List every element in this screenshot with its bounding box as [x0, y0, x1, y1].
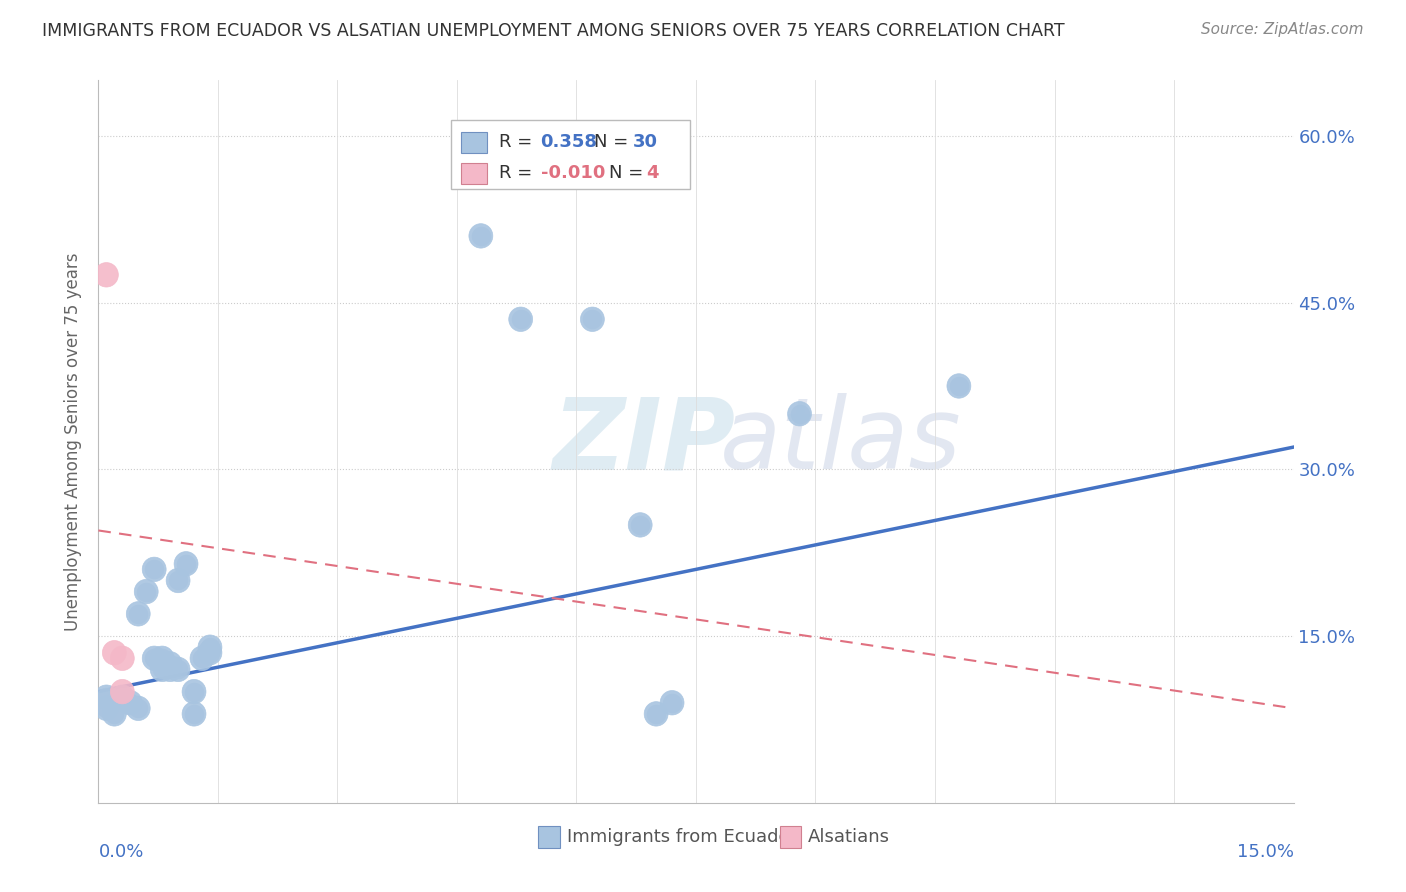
Ellipse shape	[166, 568, 190, 592]
FancyBboxPatch shape	[779, 826, 801, 847]
Ellipse shape	[509, 307, 533, 332]
Text: 15.0%: 15.0%	[1236, 843, 1294, 861]
Point	[120, 696, 142, 710]
Ellipse shape	[103, 640, 127, 665]
Text: 0.358: 0.358	[541, 133, 598, 151]
Point	[509, 312, 531, 326]
Ellipse shape	[166, 657, 190, 681]
Ellipse shape	[581, 307, 605, 332]
Ellipse shape	[174, 551, 198, 576]
Ellipse shape	[628, 513, 652, 537]
FancyBboxPatch shape	[538, 826, 560, 847]
Point	[948, 379, 970, 393]
Point	[167, 662, 190, 676]
Ellipse shape	[127, 696, 150, 721]
Ellipse shape	[142, 646, 166, 671]
FancyBboxPatch shape	[461, 132, 486, 153]
Point	[96, 701, 118, 715]
Ellipse shape	[198, 640, 222, 665]
Ellipse shape	[159, 657, 183, 681]
Ellipse shape	[159, 652, 183, 676]
Ellipse shape	[661, 690, 685, 715]
Point	[127, 607, 149, 621]
Point	[135, 584, 157, 599]
Ellipse shape	[644, 702, 668, 726]
Ellipse shape	[111, 680, 135, 704]
Ellipse shape	[127, 601, 150, 626]
Ellipse shape	[183, 702, 207, 726]
Point	[150, 662, 173, 676]
Text: 0.0%: 0.0%	[98, 843, 143, 861]
Point	[111, 690, 134, 705]
Point	[159, 662, 181, 676]
Ellipse shape	[470, 224, 494, 248]
Ellipse shape	[150, 646, 174, 671]
Ellipse shape	[94, 685, 118, 709]
Y-axis label: Unemployment Among Seniors over 75 years: Unemployment Among Seniors over 75 years	[65, 252, 83, 631]
Ellipse shape	[111, 646, 135, 671]
Point	[183, 706, 205, 721]
Point	[645, 706, 668, 721]
Point	[143, 562, 166, 576]
Point	[167, 574, 190, 588]
Text: R =: R =	[499, 133, 537, 151]
Ellipse shape	[135, 580, 159, 604]
Point	[191, 651, 214, 665]
Point	[183, 684, 205, 698]
Point	[198, 640, 221, 655]
Text: N =: N =	[595, 133, 628, 151]
FancyBboxPatch shape	[451, 120, 690, 189]
Ellipse shape	[948, 374, 972, 398]
Point	[470, 228, 492, 243]
Ellipse shape	[111, 685, 135, 709]
Point	[150, 651, 173, 665]
Text: Immigrants from Ecuador: Immigrants from Ecuador	[567, 829, 797, 847]
Ellipse shape	[103, 702, 127, 726]
Point	[198, 646, 221, 660]
Ellipse shape	[190, 646, 214, 671]
Text: R =: R =	[499, 164, 537, 182]
Point	[143, 651, 166, 665]
Ellipse shape	[94, 696, 118, 721]
FancyBboxPatch shape	[461, 163, 486, 184]
Ellipse shape	[94, 262, 118, 287]
Ellipse shape	[118, 690, 142, 715]
Text: 4: 4	[645, 164, 658, 182]
Ellipse shape	[787, 401, 811, 426]
Text: N =: N =	[609, 164, 643, 182]
Point	[581, 312, 603, 326]
Text: Alsatians: Alsatians	[808, 829, 890, 847]
Point	[789, 407, 811, 421]
Point	[628, 517, 651, 532]
Ellipse shape	[142, 558, 166, 582]
Point	[661, 696, 683, 710]
Point	[103, 706, 125, 721]
Text: atlas: atlas	[720, 393, 962, 490]
Text: ZIP: ZIP	[553, 393, 735, 490]
Point	[127, 701, 149, 715]
Text: Source: ZipAtlas.com: Source: ZipAtlas.com	[1201, 22, 1364, 37]
Ellipse shape	[150, 657, 174, 681]
Point	[159, 657, 181, 671]
Point	[96, 690, 118, 705]
Ellipse shape	[183, 680, 207, 704]
Text: -0.010: -0.010	[541, 164, 605, 182]
Point	[174, 557, 197, 571]
Ellipse shape	[198, 635, 222, 659]
Text: 30: 30	[633, 133, 658, 151]
Text: IMMIGRANTS FROM ECUADOR VS ALSATIAN UNEMPLOYMENT AMONG SENIORS OVER 75 YEARS COR: IMMIGRANTS FROM ECUADOR VS ALSATIAN UNEM…	[42, 22, 1064, 40]
